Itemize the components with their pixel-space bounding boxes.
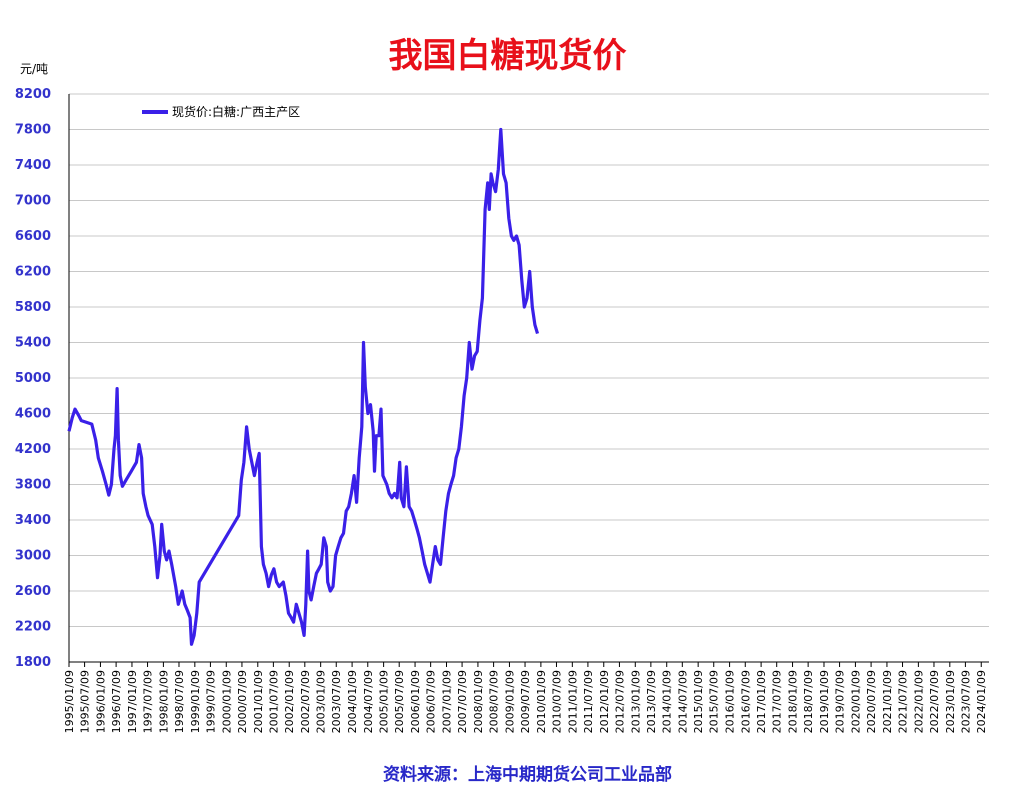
chart-title: 我国白糖现货价 — [388, 36, 627, 76]
x-tick-label: 2016/07/09 — [739, 670, 752, 733]
y-tick-label: 7000 — [15, 194, 51, 209]
x-tick-label: 1998/07/09 — [173, 670, 186, 733]
legend-label: 现货价:白糖:广西主产区 — [172, 104, 300, 119]
x-tick-label: 2003/01/09 — [315, 670, 328, 733]
x-tick-label: 2015/07/09 — [708, 670, 721, 733]
y-tick-label: 4200 — [15, 442, 51, 457]
x-tick-label: 2000/07/09 — [236, 670, 249, 733]
y-tick-label: 7800 — [15, 123, 51, 138]
x-tick-label: 2017/01/09 — [755, 670, 768, 733]
x-tick-label: 2009/01/09 — [503, 670, 516, 733]
x-tick-label: 2021/01/09 — [881, 670, 894, 733]
x-tick-label: 1996/07/09 — [110, 670, 123, 733]
x-tick-label: 2000/01/09 — [220, 670, 233, 733]
x-tick-label: 1997/07/09 — [142, 670, 155, 733]
x-tick-label: 2014/01/09 — [661, 670, 674, 733]
x-tick-label: 2001/07/09 — [267, 670, 280, 733]
x-tick-label: 2001/01/09 — [252, 670, 265, 733]
y-tick-label: 3000 — [15, 549, 51, 564]
x-tick-label: 2018/07/09 — [802, 670, 815, 733]
x-tick-label: 2012/01/09 — [598, 670, 611, 733]
x-tick-label: 2019/01/09 — [818, 670, 831, 733]
x-tick-label: 2023/07/09 — [959, 670, 972, 733]
y-tick-label: 5400 — [15, 336, 51, 351]
x-tick-label: 2007/01/09 — [440, 670, 453, 733]
y-tick-label: 5800 — [15, 300, 51, 315]
x-tick-label: 2013/07/09 — [645, 670, 658, 733]
y-unit-label: 元/吨 — [20, 62, 49, 76]
x-tick-label: 2005/01/09 — [378, 670, 391, 733]
x-tick-label: 2014/07/09 — [676, 670, 689, 733]
x-tick-label: 2006/01/09 — [409, 670, 422, 733]
x-tick-label: 1999/07/09 — [204, 670, 217, 733]
x-tick-label: 2017/07/09 — [771, 670, 784, 733]
x-tick-label: 2022/01/09 — [912, 670, 925, 733]
x-tick-label: 2002/07/09 — [299, 670, 312, 733]
x-tick-label: 2004/07/09 — [362, 670, 375, 733]
x-tick-label: 2010/07/09 — [550, 670, 563, 733]
x-tick-label: 2004/01/09 — [346, 670, 359, 733]
x-tick-label: 2007/07/09 — [456, 670, 469, 733]
x-tick-label: 2015/01/09 — [692, 670, 705, 733]
x-tick-label: 2016/01/09 — [724, 670, 737, 733]
x-tick-label: 2021/07/09 — [897, 670, 910, 733]
y-tick-label: 6200 — [15, 265, 51, 280]
x-tick-label: 2010/01/09 — [535, 670, 548, 733]
x-tick-label: 1995/01/09 — [63, 670, 76, 733]
y-tick-label: 4600 — [15, 407, 51, 422]
series-line — [67, 127, 540, 646]
x-tick-label: 2024/01/09 — [975, 670, 988, 733]
y-tick-label: 3400 — [15, 513, 51, 528]
x-tick-label: 2008/07/09 — [488, 670, 501, 733]
x-tick-label: 2020/07/09 — [865, 670, 878, 733]
x-tick-label: 2013/01/09 — [629, 670, 642, 733]
x-tick-label: 2023/01/09 — [944, 670, 957, 733]
y-tick-label: 3800 — [15, 478, 51, 493]
x-tick-label: 2019/07/09 — [834, 670, 847, 733]
y-tick-label: 2200 — [15, 620, 51, 635]
x-tick-label: 2022/07/09 — [928, 670, 941, 733]
y-tick-label: 7400 — [15, 158, 51, 173]
x-tick-label: 2009/07/09 — [519, 670, 532, 733]
x-tick-label: 1998/01/09 — [157, 670, 170, 733]
y-tick-label: 8200 — [15, 87, 51, 102]
x-tick-label: 2018/01/09 — [787, 670, 800, 733]
y-tick-label: 6600 — [15, 229, 51, 244]
x-tick-label: 1995/07/09 — [79, 670, 92, 733]
x-tick-label: 1996/01/09 — [94, 670, 107, 733]
y-tick-label: 1800 — [15, 655, 51, 670]
x-tick-label: 2011/01/09 — [566, 670, 579, 733]
x-tick-label: 2005/07/09 — [393, 670, 406, 733]
x-tick-label: 2012/07/09 — [613, 670, 626, 733]
x-tick-label: 2003/07/09 — [330, 670, 343, 733]
x-tick-label: 1999/01/09 — [189, 670, 202, 733]
x-tick-label: 2011/07/09 — [582, 670, 595, 733]
x-tick-label: 1997/01/09 — [126, 670, 139, 733]
x-tick-label: 2020/01/09 — [849, 670, 862, 733]
x-tick-label: 2002/01/09 — [283, 670, 296, 733]
y-tick-label: 2600 — [15, 584, 51, 599]
x-tick-label: 2006/07/09 — [425, 670, 438, 733]
x-tick-label: 2008/01/09 — [472, 670, 485, 733]
y-tick-label: 5000 — [15, 371, 51, 386]
source-note: 资料来源：上海中期期货公司工业品部 — [383, 765, 672, 785]
